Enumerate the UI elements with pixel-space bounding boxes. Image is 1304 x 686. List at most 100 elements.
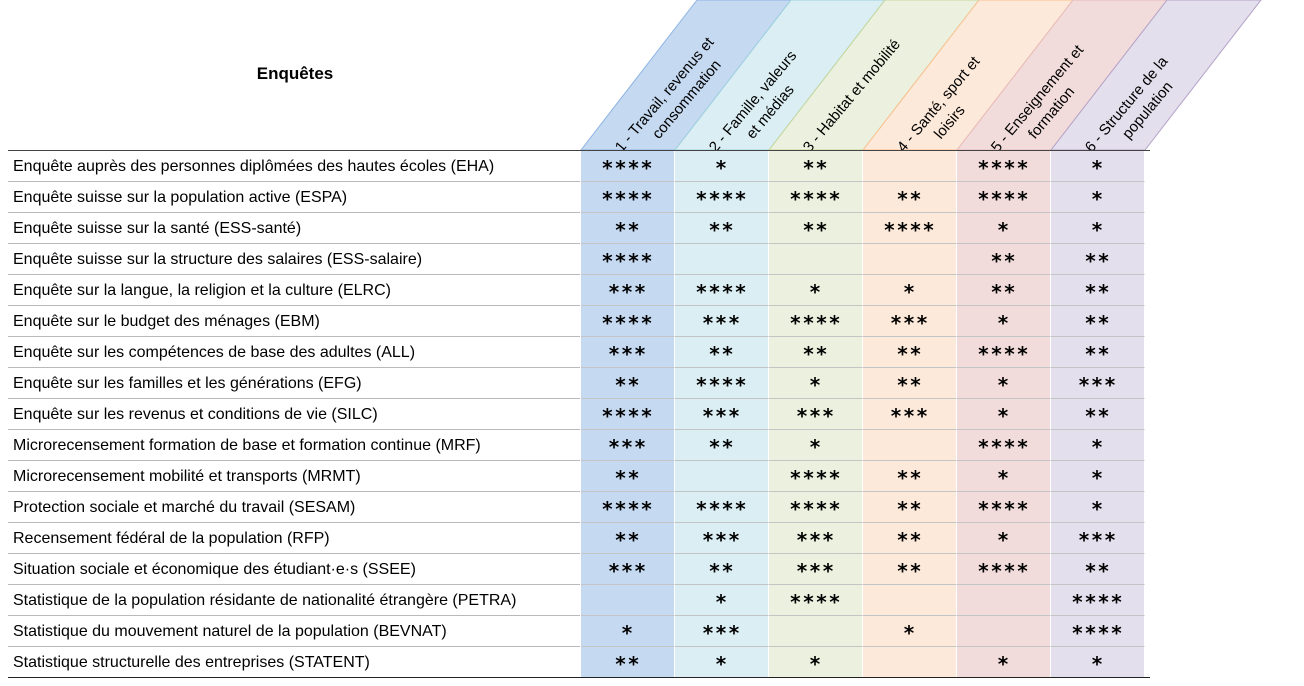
rating-cell: *	[957, 399, 1051, 430]
rating-cell: **	[1051, 399, 1145, 430]
survey-name: Enquête suisse sur la population active …	[8, 182, 580, 213]
table-row: Recensement fédéral de la population (RF…	[8, 523, 1150, 554]
survey-name: Enquête auprès des personnes diplômées d…	[8, 151, 580, 182]
rating-cell: ***	[675, 306, 769, 337]
rating-cell: ****	[769, 461, 863, 492]
rating-cell: *	[1051, 461, 1145, 492]
rating-cell: **	[581, 213, 675, 244]
table-row: Statistique structurelle des entreprises…	[8, 647, 1150, 678]
survey-name: Enquête sur les familles et les générati…	[8, 368, 580, 399]
rating-cell: ****	[957, 337, 1051, 368]
rating-cell	[957, 585, 1051, 616]
rating-cell: **	[957, 275, 1051, 306]
rating-cell: *	[769, 368, 863, 399]
table-row: Protection sociale et marché du travail …	[8, 492, 1150, 523]
rating-cell: ****	[581, 151, 675, 182]
survey-name: Statistique du mouvement naturel de la p…	[8, 616, 580, 647]
rating-cell: ****	[769, 492, 863, 523]
rating-cell: ***	[863, 399, 957, 430]
rating-cell: ****	[957, 151, 1051, 182]
rating-cell: **	[675, 337, 769, 368]
rating-cell: *	[957, 213, 1051, 244]
rating-cell: ****	[957, 182, 1051, 213]
rating-cell: **	[581, 647, 675, 678]
rating-cell: ***	[769, 523, 863, 554]
table-bottom-rule	[8, 677, 1150, 678]
rating-cell: *	[581, 616, 675, 647]
rating-cell	[863, 647, 957, 678]
rating-cell: ****	[675, 182, 769, 213]
column-header-5: 5 - Enseignement et formation	[955, 0, 1168, 156]
table-row: Microrecensement formation de base et fo…	[8, 430, 1150, 461]
rating-cell: **	[957, 244, 1051, 275]
rating-cell: ****	[675, 368, 769, 399]
survey-name: Enquête suisse sur la structure des sala…	[8, 244, 580, 275]
rating-cell: ****	[675, 492, 769, 523]
survey-name: Enquête sur les compétences de base des …	[8, 337, 580, 368]
table-row: Microrecensement mobilité et transports …	[8, 461, 1150, 492]
rating-cell	[863, 244, 957, 275]
rating-cell: ***	[769, 399, 863, 430]
rating-cell: *	[769, 647, 863, 678]
table-row: Statistique de la population résidante d…	[8, 585, 1150, 616]
rating-cell: **	[581, 368, 675, 399]
rating-cell: **	[1051, 554, 1145, 585]
rating-cell: ****	[769, 585, 863, 616]
rating-cell: ****	[957, 492, 1051, 523]
rating-cell: ***	[1051, 368, 1145, 399]
rating-cell: ****	[675, 275, 769, 306]
rating-cell: *	[1051, 647, 1145, 678]
rating-cell: *	[957, 461, 1051, 492]
rating-cell: *	[863, 616, 957, 647]
rating-cell: ****	[1051, 616, 1145, 647]
rating-cell: **	[863, 461, 957, 492]
column-header-4: 4 - Santé, sport et loisirs	[861, 0, 1074, 156]
rating-cell: **	[675, 430, 769, 461]
rating-cell	[863, 585, 957, 616]
table-row: Enquête sur le budget des ménages (EBM) *…	[8, 306, 1150, 337]
rating-cell	[863, 151, 957, 182]
rating-cell: **	[769, 213, 863, 244]
rating-cell: **	[863, 554, 957, 585]
rating-cell: ****	[581, 306, 675, 337]
rating-cell: *	[769, 430, 863, 461]
survey-name: Enquête suisse sur la santé (ESS-santé)	[8, 213, 580, 244]
rating-cell: ***	[1051, 523, 1145, 554]
survey-name: Recensement fédéral de la population (RF…	[8, 523, 580, 554]
rating-cell: **	[581, 523, 675, 554]
rating-cell: *	[1051, 430, 1145, 461]
table-row: Enquête sur les revenus et conditions de…	[8, 399, 1150, 430]
survey-name: Statistique structurelle des entreprises…	[8, 647, 580, 678]
rating-cell: ***	[581, 275, 675, 306]
survey-name: Situation sociale et économique des étud…	[8, 554, 580, 585]
rating-cell: ***	[769, 554, 863, 585]
rating-cell: **	[675, 554, 769, 585]
rating-cell: ****	[581, 244, 675, 275]
rating-cell: *	[675, 151, 769, 182]
rating-cell: ***	[581, 554, 675, 585]
rating-cell: ****	[957, 430, 1051, 461]
rating-cell	[675, 244, 769, 275]
table-row: Enquête auprès des personnes diplômées d…	[8, 151, 1150, 182]
rating-cell: **	[769, 151, 863, 182]
rating-cell	[769, 616, 863, 647]
column-header-2: 2 - Famille, valeurs et médias	[673, 0, 886, 156]
column-header-1: 1 - Travail, revenus et consommation	[579, 0, 792, 156]
table-row: Enquête suisse sur la population active …	[8, 182, 1150, 213]
rating-cell: *	[957, 523, 1051, 554]
rating-cell: ****	[957, 554, 1051, 585]
rating-cell: *	[769, 275, 863, 306]
rating-cell: **	[1051, 244, 1145, 275]
survey-name: Statistique de la population résidante d…	[8, 585, 580, 616]
rating-cell	[863, 430, 957, 461]
table-row: Statistique du mouvement naturel de la p…	[8, 616, 1150, 647]
rating-cell: **	[1051, 306, 1145, 337]
rating-cell: **	[769, 337, 863, 368]
rating-cell: **	[1051, 275, 1145, 306]
rating-cell: *	[957, 306, 1051, 337]
rating-cell	[675, 461, 769, 492]
rating-cell	[957, 616, 1051, 647]
table-row: Enquête suisse sur la structure des sala…	[8, 244, 1150, 275]
column-header-3: 3 - Habitat et mobilité	[767, 0, 980, 156]
table-row: Enquête sur les familles et les générati…	[8, 368, 1150, 399]
